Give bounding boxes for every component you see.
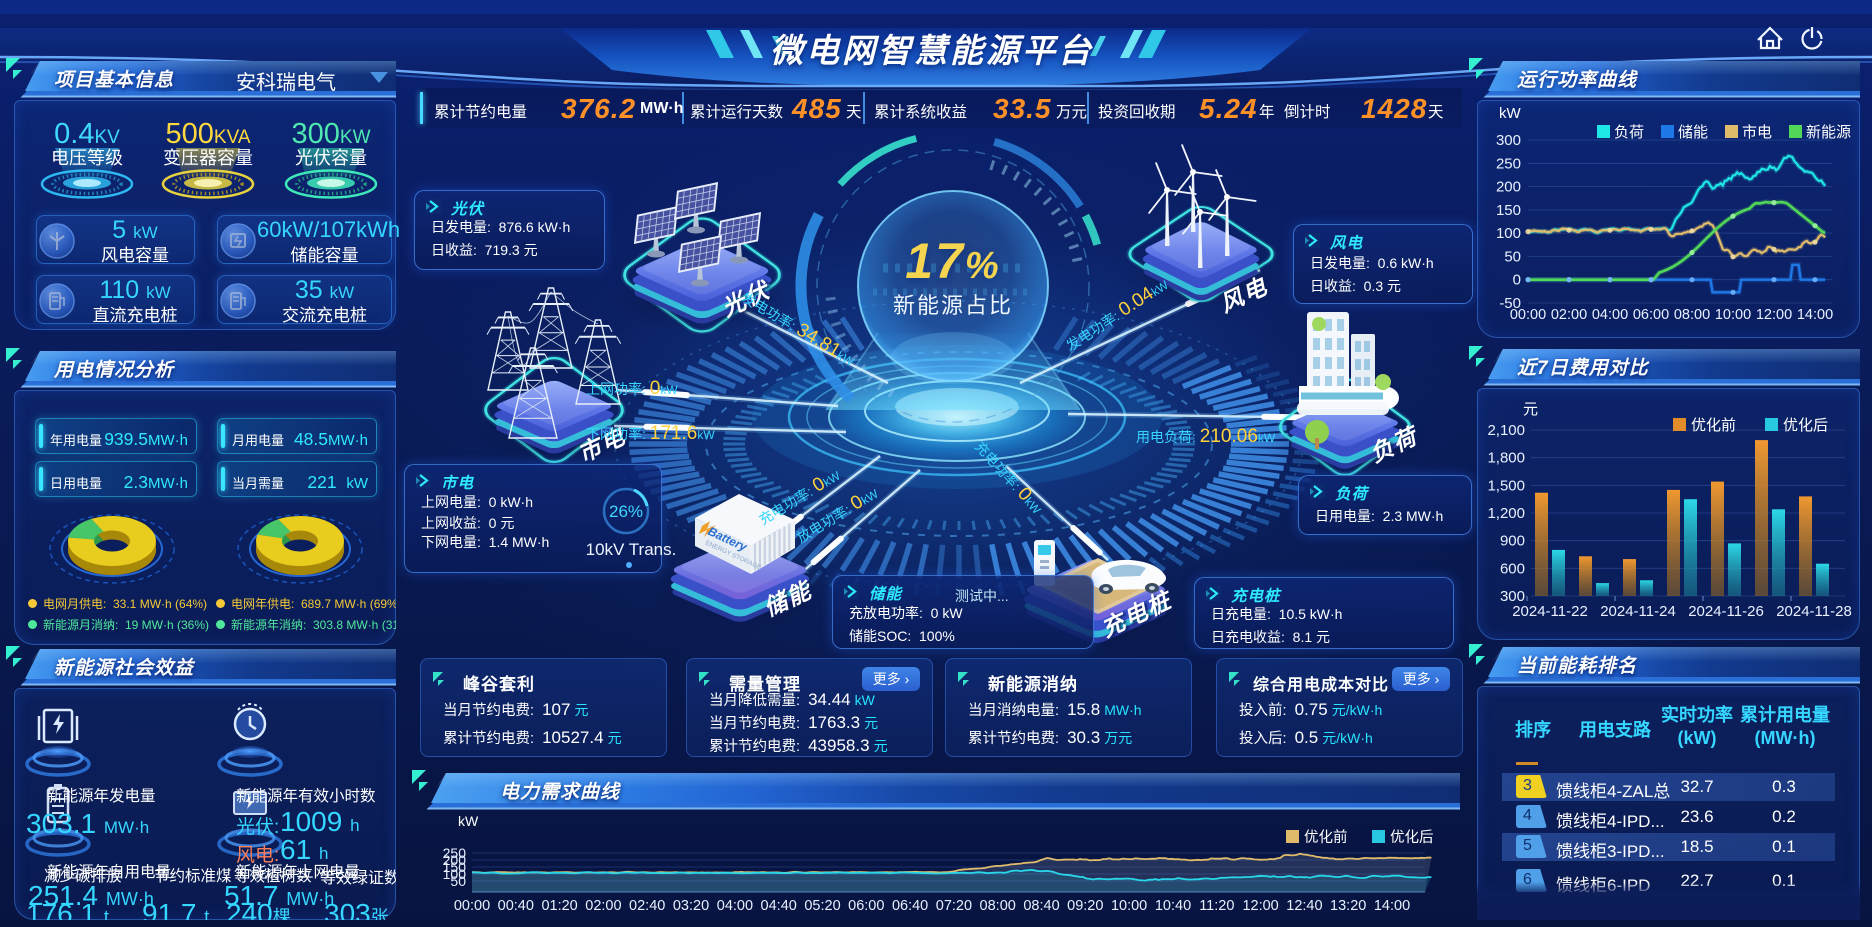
svg-text:优化前: 优化前 [1691,417,1736,434]
svg-text:50: 50 [1504,248,1521,265]
svg-text:01:20: 01:20 [541,898,577,914]
svg-text:14:00: 14:00 [1797,307,1833,323]
svg-text:11:20: 11:20 [1199,898,1234,914]
svg-text:06:00: 06:00 [848,898,884,914]
svg-text:08:40: 08:40 [1023,898,1059,914]
svg-text:2024-11-22: 2024-11-22 [1512,603,1588,620]
svg-text:元: 元 [1523,401,1538,418]
svg-text:02:00: 02:00 [1551,307,1587,323]
svg-text:04:00: 04:00 [717,898,753,914]
svg-text:300: 300 [1496,132,1521,149]
svg-text:00:00: 00:00 [1510,307,1546,323]
svg-text:10:00: 10:00 [1715,307,1751,323]
svg-text:300: 300 [1500,588,1525,605]
svg-text:250: 250 [443,845,467,861]
svg-text:储能: 储能 [1678,124,1708,141]
svg-text:00:00: 00:00 [454,898,490,914]
svg-text:2,100: 2,100 [1487,422,1525,439]
svg-text:市电: 市电 [1742,124,1772,141]
svg-text:07:20: 07:20 [936,898,972,914]
svg-text:12:00: 12:00 [1242,898,1278,914]
svg-text:50: 50 [450,873,466,889]
svg-text:05:20: 05:20 [804,898,840,914]
svg-text:2024-11-24: 2024-11-24 [1600,603,1676,620]
svg-text:新能源: 新能源 [1806,124,1851,141]
svg-text:09:20: 09:20 [1067,898,1103,914]
svg-text:150: 150 [443,859,467,875]
svg-text:200: 200 [443,852,467,868]
svg-text:200: 200 [1496,179,1521,196]
svg-text:26%: 26% [609,502,643,521]
svg-text:优化前: 优化前 [1304,829,1348,846]
svg-text:06:40: 06:40 [892,898,928,914]
svg-text:优化后: 优化后 [1390,829,1434,846]
svg-text:08:00: 08:00 [980,898,1016,914]
svg-text:00:40: 00:40 [498,898,534,914]
svg-text:100: 100 [443,866,467,882]
svg-text:0: 0 [1513,272,1521,289]
svg-text:1,800: 1,800 [1487,450,1525,467]
svg-text:03:20: 03:20 [673,898,709,914]
svg-text:kW: kW [1499,105,1522,122]
svg-text:优化后: 优化后 [1783,417,1828,434]
svg-text:06:00: 06:00 [1633,307,1669,323]
svg-text:1,500: 1,500 [1487,477,1525,494]
svg-text:2024-11-28: 2024-11-28 [1776,603,1852,620]
svg-text:04:40: 04:40 [761,898,797,914]
svg-text:1,200: 1,200 [1487,505,1525,522]
svg-text:10:40: 10:40 [1155,898,1191,914]
svg-text:12:40: 12:40 [1286,898,1322,914]
svg-text:04:00: 04:00 [1592,307,1628,323]
svg-text:900: 900 [1500,533,1525,550]
svg-text:12:00: 12:00 [1756,307,1792,323]
svg-text:150: 150 [1496,202,1521,219]
svg-text:负荷: 负荷 [1614,124,1644,141]
svg-text:-50: -50 [1499,295,1521,312]
svg-text:10:00: 10:00 [1111,898,1147,914]
svg-text:100: 100 [1496,225,1521,242]
svg-text:kW: kW [458,813,479,829]
svg-text:08:00: 08:00 [1674,307,1710,323]
svg-text:02:00: 02:00 [585,898,621,914]
svg-text:14:00: 14:00 [1374,898,1410,914]
svg-text:250: 250 [1496,155,1521,172]
svg-text:2024-11-26: 2024-11-26 [1688,603,1764,620]
svg-text:13:20: 13:20 [1330,898,1366,914]
svg-text:02:40: 02:40 [629,898,665,914]
svg-text:600: 600 [1500,560,1525,577]
